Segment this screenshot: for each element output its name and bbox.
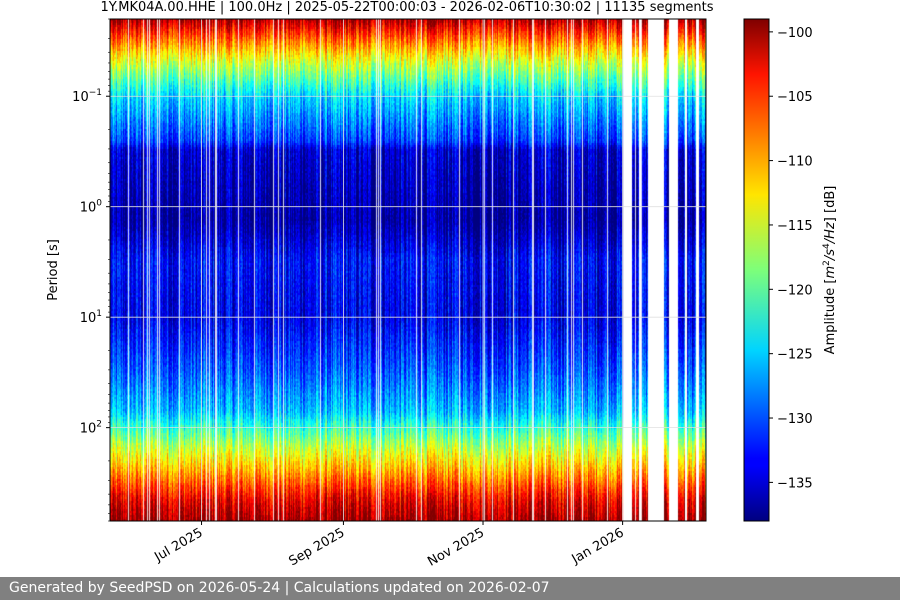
- colorbar-ticks: −100 −105 −110 −115 −120 −125 −130 −135: [769, 26, 813, 491]
- x-tick-label: Sep 2025: [286, 525, 347, 569]
- colorbar-tick-label: −110: [777, 155, 813, 170]
- colorbar-tick-label: −105: [777, 90, 813, 105]
- grid-lines: [110, 19, 706, 521]
- colorbar-tick-label: −120: [777, 283, 813, 298]
- colorbar-label-s: /s: [823, 249, 838, 261]
- x-tick-label: Jul 2025: [151, 525, 205, 565]
- colorbar-label-four: 4: [822, 243, 832, 249]
- colorbar-tick-label: −135: [777, 476, 813, 491]
- chart: 1Y.MK04A.00.HHE | 100.0Hz | 2025-05-22T0…: [46, 0, 838, 570]
- colorbar-label-m: m: [823, 266, 838, 279]
- y-axis-label: Period [s]: [46, 239, 61, 301]
- colorbar-tick-label: −115: [777, 219, 813, 234]
- colorbar-label-suffix: ] [dB]: [823, 186, 838, 223]
- colorbar: [743, 18, 770, 522]
- y-tick-label: 100: [80, 199, 103, 216]
- colorbar-tick-label: −125: [777, 348, 813, 363]
- y-axis: 10−1 100 101 102: [72, 18, 110, 522]
- x-axis: Jul 2025 Sep 2025 Nov 2025 Jan 2026: [151, 521, 627, 570]
- colorbar-label-hz: Hz: [823, 221, 838, 239]
- heatmap-image: [110, 19, 706, 521]
- colorbar-label: Amplitude [m2/s4/Hz] [dB]: [822, 186, 838, 355]
- colorbar-tick-label: −100: [777, 26, 813, 41]
- colorbar-label-slash: /: [823, 237, 838, 244]
- colorbar-label-prefix: Amplitude [: [823, 279, 838, 355]
- x-tick-label: Nov 2025: [425, 525, 487, 569]
- y-tick-label: 10−1: [72, 88, 102, 105]
- plot-frame: [109, 18, 707, 522]
- footer-text: Generated by SeedPSD on 2026-05-24 | Cal…: [9, 580, 550, 596]
- y-tick-label: 101: [80, 309, 102, 326]
- footer-bar: Generated by SeedPSD on 2026-05-24 | Cal…: [0, 577, 900, 600]
- chart-title: 1Y.MK04A.00.HHE | 100.0Hz | 2025-05-22T0…: [101, 0, 714, 15]
- x-tick-label: Jan 2026: [569, 525, 627, 567]
- colorbar-tick-label: −130: [777, 412, 813, 427]
- colorbar-label-sq: 2: [822, 260, 832, 266]
- spectrogram-heatmap: [110, 19, 706, 521]
- y-tick-label: 102: [80, 420, 102, 437]
